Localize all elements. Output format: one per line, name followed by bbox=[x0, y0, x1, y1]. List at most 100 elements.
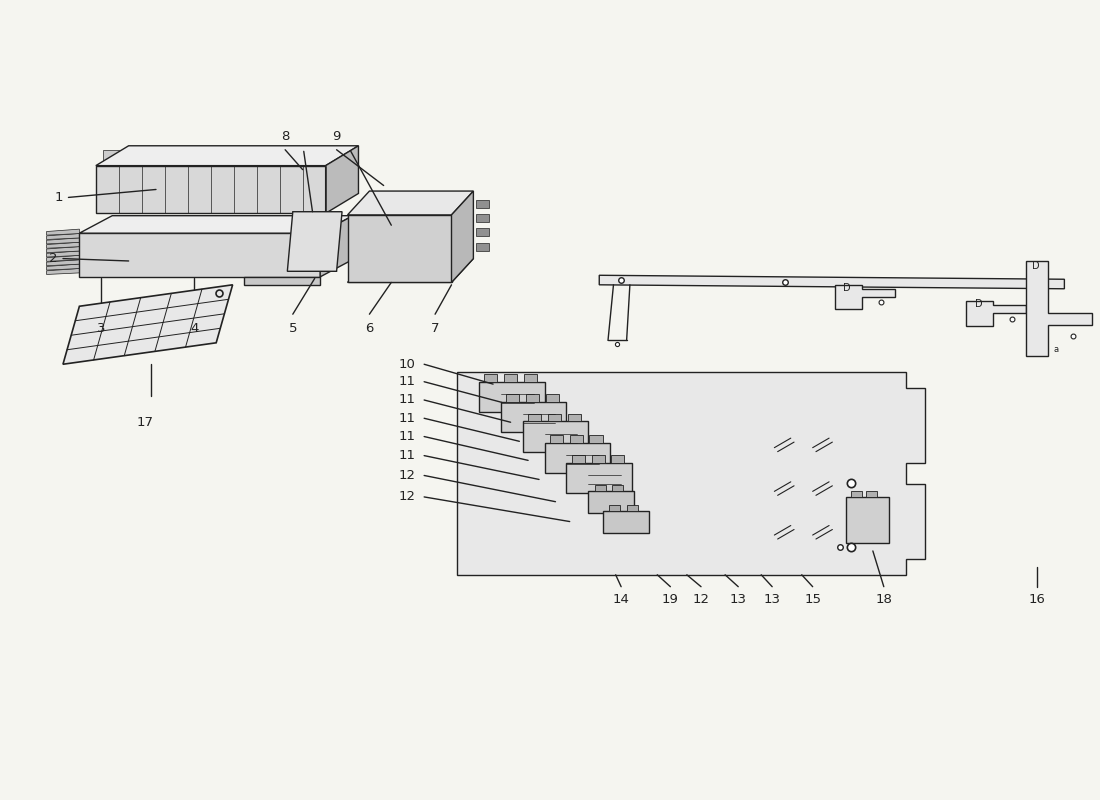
Bar bbox=[381, 250, 396, 259]
Polygon shape bbox=[1026, 261, 1091, 356]
Text: 1: 1 bbox=[55, 191, 63, 204]
Text: 11: 11 bbox=[398, 449, 416, 462]
Bar bbox=[588, 491, 635, 513]
Bar bbox=[264, 150, 280, 164]
Text: 13: 13 bbox=[729, 593, 747, 606]
Text: 9: 9 bbox=[332, 130, 341, 143]
Bar bbox=[478, 382, 544, 412]
Bar bbox=[590, 435, 603, 443]
Text: D: D bbox=[1032, 261, 1040, 271]
Bar bbox=[851, 490, 862, 497]
Polygon shape bbox=[46, 260, 79, 266]
Bar bbox=[241, 150, 257, 164]
Bar bbox=[405, 218, 420, 228]
Bar bbox=[475, 228, 488, 236]
Bar bbox=[550, 435, 563, 443]
Bar bbox=[102, 150, 119, 164]
Bar bbox=[609, 505, 620, 511]
Polygon shape bbox=[348, 191, 473, 215]
Bar bbox=[172, 150, 188, 164]
Bar bbox=[381, 218, 396, 228]
Text: 12: 12 bbox=[398, 490, 416, 503]
Polygon shape bbox=[287, 212, 342, 271]
Bar bbox=[484, 374, 497, 382]
Bar bbox=[592, 455, 605, 462]
Bar bbox=[195, 150, 211, 164]
Text: 4: 4 bbox=[190, 322, 198, 335]
Bar bbox=[429, 250, 443, 259]
Bar bbox=[381, 234, 396, 243]
Bar bbox=[405, 234, 420, 243]
Bar bbox=[867, 490, 877, 497]
Polygon shape bbox=[46, 255, 79, 262]
Polygon shape bbox=[46, 251, 79, 257]
Bar bbox=[846, 497, 889, 543]
Polygon shape bbox=[46, 264, 79, 270]
Polygon shape bbox=[96, 166, 326, 214]
Polygon shape bbox=[243, 277, 320, 285]
Polygon shape bbox=[348, 215, 451, 282]
Text: 11: 11 bbox=[398, 394, 416, 406]
Ellipse shape bbox=[302, 230, 322, 236]
Bar bbox=[566, 462, 632, 493]
Text: 11: 11 bbox=[398, 375, 416, 388]
Bar bbox=[627, 505, 638, 511]
Bar bbox=[524, 374, 537, 382]
Polygon shape bbox=[451, 191, 473, 282]
Polygon shape bbox=[966, 301, 1026, 326]
Text: 6: 6 bbox=[365, 322, 374, 335]
Bar bbox=[429, 266, 443, 275]
Bar bbox=[429, 218, 443, 228]
Text: 18: 18 bbox=[876, 593, 892, 606]
Bar bbox=[504, 374, 517, 382]
Text: 16: 16 bbox=[1028, 593, 1045, 606]
Bar bbox=[125, 150, 142, 164]
Text: 19: 19 bbox=[662, 593, 679, 606]
Bar bbox=[475, 242, 488, 250]
Bar bbox=[500, 402, 566, 432]
Polygon shape bbox=[326, 146, 359, 214]
Text: 11: 11 bbox=[398, 412, 416, 425]
Text: 2: 2 bbox=[50, 252, 57, 265]
Bar bbox=[148, 150, 165, 164]
Bar bbox=[429, 234, 443, 243]
Text: 8: 8 bbox=[280, 130, 289, 143]
Bar bbox=[613, 485, 624, 491]
Bar bbox=[118, 218, 134, 227]
Text: D: D bbox=[844, 283, 851, 293]
Bar bbox=[405, 266, 420, 275]
Bar bbox=[570, 435, 583, 443]
Bar bbox=[405, 250, 420, 259]
Bar bbox=[522, 422, 588, 452]
Text: D: D bbox=[975, 299, 982, 309]
Ellipse shape bbox=[302, 244, 322, 250]
Text: a: a bbox=[1054, 346, 1058, 354]
Text: 12: 12 bbox=[693, 593, 710, 606]
Bar bbox=[506, 394, 519, 402]
Ellipse shape bbox=[302, 217, 322, 222]
Polygon shape bbox=[63, 285, 232, 364]
Text: 15: 15 bbox=[804, 593, 822, 606]
Text: 14: 14 bbox=[613, 593, 629, 606]
Bar bbox=[356, 250, 372, 259]
Ellipse shape bbox=[302, 237, 322, 242]
Bar bbox=[548, 414, 561, 422]
Polygon shape bbox=[96, 146, 359, 166]
Bar bbox=[572, 455, 585, 462]
Polygon shape bbox=[348, 258, 473, 282]
Polygon shape bbox=[456, 372, 925, 574]
Bar bbox=[475, 200, 488, 208]
Polygon shape bbox=[79, 233, 320, 277]
Bar bbox=[381, 266, 396, 275]
Polygon shape bbox=[46, 234, 79, 239]
Bar bbox=[356, 234, 372, 243]
Text: 3: 3 bbox=[97, 322, 106, 335]
Polygon shape bbox=[600, 275, 1065, 289]
Polygon shape bbox=[46, 242, 79, 248]
Bar bbox=[356, 266, 372, 275]
Polygon shape bbox=[79, 216, 353, 233]
Text: 12: 12 bbox=[398, 469, 416, 482]
Text: 7: 7 bbox=[431, 322, 439, 335]
Text: 11: 11 bbox=[398, 430, 416, 443]
Ellipse shape bbox=[302, 264, 322, 270]
